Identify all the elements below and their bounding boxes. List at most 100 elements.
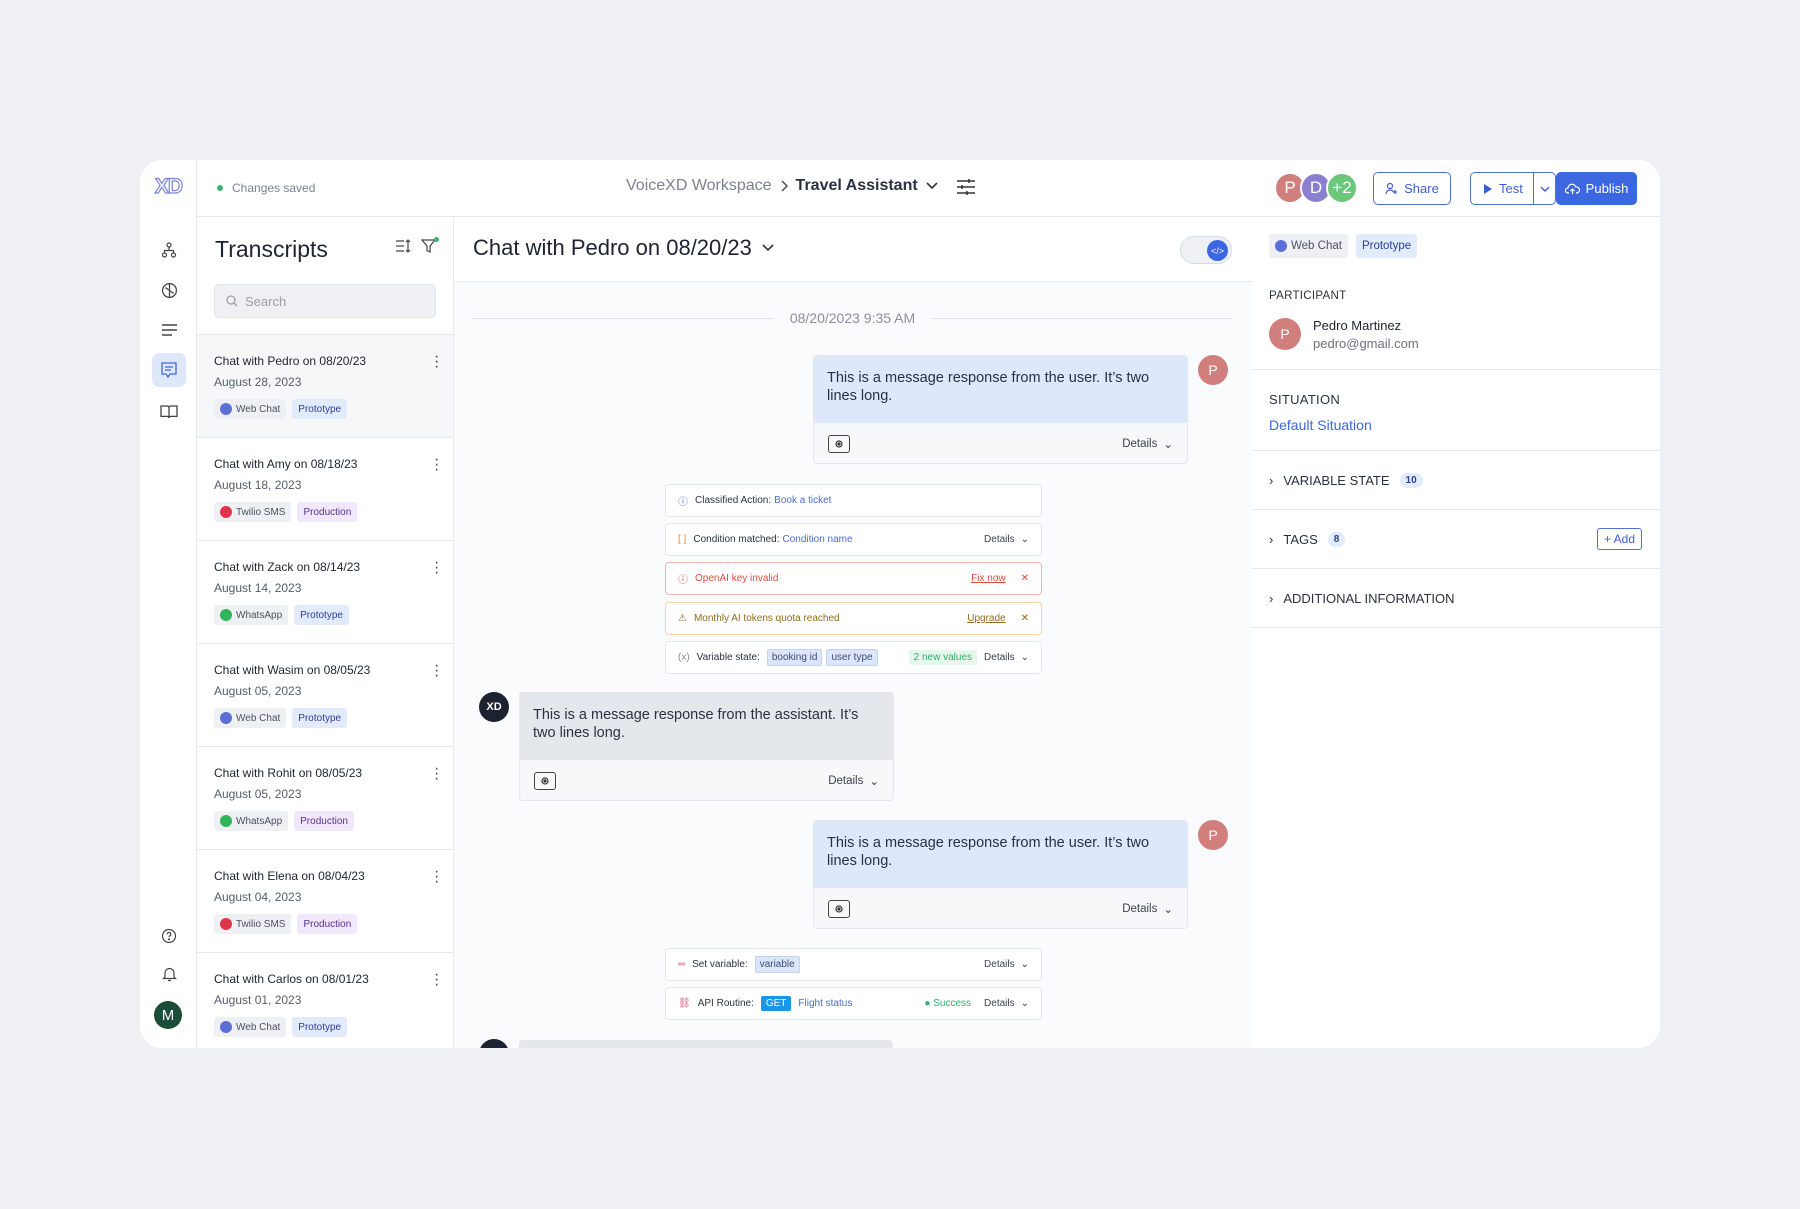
settings-sliders-icon[interactable] bbox=[956, 178, 976, 201]
status-dot bbox=[217, 185, 223, 191]
details-dropdown[interactable]: Details ⌄ bbox=[1122, 903, 1173, 916]
assistant-avatar bbox=[479, 1039, 509, 1048]
add-tag-button[interactable]: + Add bbox=[1596, 528, 1642, 550]
channel-icon bbox=[220, 609, 232, 621]
transcript-item[interactable]: Chat with Wasim on 08/05/23 August 05, 2… bbox=[197, 643, 453, 746]
focus-icon[interactable] bbox=[828, 900, 850, 918]
test-label: Test bbox=[1499, 181, 1523, 196]
transcripts-panel: Transcripts Search Chat with Pedro on 08… bbox=[197, 217, 454, 1048]
details-dropdown[interactable]: Details ⌄ bbox=[984, 959, 1029, 970]
more-options-icon[interactable]: · · · bbox=[434, 657, 440, 684]
channel-badge: Web Chat bbox=[214, 1017, 287, 1037]
transcript-item[interactable]: Chat with Zack on 08/14/23 August 14, 20… bbox=[197, 540, 453, 643]
channel-badge: Web Chat bbox=[214, 708, 287, 728]
transcript-item[interactable]: Chat with Rohit on 08/05/23 August 05, 2… bbox=[197, 746, 453, 849]
chat-icon[interactable] bbox=[152, 353, 186, 387]
filter-icon[interactable] bbox=[420, 237, 439, 259]
brackets-icon: [ ] bbox=[678, 534, 687, 545]
more-options-icon[interactable]: · · · bbox=[434, 348, 440, 375]
user-message: This is a message response from the user… bbox=[813, 820, 1188, 929]
count-badge: 10 bbox=[1399, 472, 1423, 488]
close-icon[interactable]: ✕ bbox=[1020, 613, 1029, 624]
collaborators[interactable]: P D +2 bbox=[1274, 172, 1358, 204]
details-dropdown[interactable]: Details ⌄ bbox=[984, 998, 1029, 1009]
more-options-icon[interactable]: · · · bbox=[434, 760, 440, 787]
transcript-date: August 14, 2023 bbox=[214, 581, 302, 595]
search-input[interactable]: Search bbox=[214, 284, 436, 318]
env-badge: Production bbox=[294, 811, 354, 831]
brain-icon[interactable] bbox=[152, 273, 186, 307]
new-values-badge: 2 new values bbox=[908, 650, 978, 665]
share-label: Share bbox=[1404, 181, 1439, 196]
env-badge: Prototype bbox=[292, 399, 348, 419]
breadcrumb-project[interactable]: Travel Assistant bbox=[795, 177, 918, 194]
channel-icon bbox=[220, 1021, 232, 1033]
env-badge: Prototype bbox=[292, 708, 348, 728]
variable-chip: booking id bbox=[766, 649, 823, 666]
participant-name: Pedro Martinez bbox=[1313, 318, 1402, 333]
chat-title-text: Chat with Pedro on 08/20/23 bbox=[473, 235, 752, 260]
more-options-icon[interactable]: · · · bbox=[434, 554, 440, 581]
classified-action-link[interactable]: Book a ticket bbox=[774, 495, 832, 506]
save-status: Changes saved bbox=[217, 181, 315, 195]
chevron-down-icon[interactable] bbox=[926, 182, 938, 190]
transcript-item[interactable]: Chat with Elena on 08/04/23 August 04, 2… bbox=[197, 849, 453, 952]
check-circle-icon: ● bbox=[924, 998, 931, 1009]
book-icon[interactable] bbox=[152, 394, 186, 428]
event-condition-matched: [ ] Condition matched: Condition name Detai… bbox=[665, 523, 1042, 556]
diagram-icon[interactable] bbox=[152, 233, 186, 267]
more-options-icon[interactable]: · · · bbox=[434, 966, 440, 993]
close-icon[interactable]: ✕ bbox=[1020, 573, 1029, 584]
condition-link[interactable]: Condition name bbox=[782, 534, 853, 545]
test-dropdown[interactable] bbox=[1533, 173, 1555, 204]
situation-link[interactable]: Default Situation bbox=[1269, 417, 1372, 433]
logo: XD bbox=[154, 174, 183, 198]
details-panel: Web Chat Prototype PARTICIPANT P Pedro M… bbox=[1252, 217, 1660, 1048]
chevron-down-icon[interactable] bbox=[762, 244, 774, 252]
more-options-icon[interactable]: · · · bbox=[434, 863, 440, 890]
focus-icon[interactable] bbox=[534, 772, 556, 790]
fix-now-link[interactable]: Fix now bbox=[971, 573, 1006, 584]
details-dropdown[interactable]: Details ⌄ bbox=[984, 534, 1029, 545]
more-options-icon[interactable]: · · · bbox=[434, 451, 440, 478]
participant-label: PARTICIPANT bbox=[1269, 290, 1347, 302]
transcript-date: August 05, 2023 bbox=[214, 787, 302, 801]
user-avatar[interactable]: M bbox=[154, 1001, 182, 1029]
details-dropdown[interactable]: Details ⌄ bbox=[984, 652, 1029, 663]
api-link[interactable]: Flight status bbox=[798, 998, 853, 1009]
test-button[interactable]: Test bbox=[1470, 172, 1556, 205]
add-user-icon bbox=[1385, 182, 1398, 195]
publish-button[interactable]: Publish bbox=[1556, 172, 1637, 205]
additional-info-section[interactable]: › ADDITIONAL INFORMATION bbox=[1252, 569, 1660, 628]
chat-title[interactable]: Chat with Pedro on 08/20/23 bbox=[473, 235, 774, 261]
event-openai-error: ⓘ OpenAI key invalid Fix now ✕ bbox=[665, 562, 1042, 595]
message-text: This is a message response from the assi… bbox=[520, 693, 893, 760]
tags-section[interactable]: › TAGS 8 + Add bbox=[1252, 510, 1660, 569]
upgrade-link[interactable]: Upgrade bbox=[967, 613, 1006, 624]
share-button[interactable]: Share bbox=[1373, 172, 1451, 205]
details-dropdown[interactable]: Details ⌄ bbox=[828, 775, 879, 788]
app-window: XD M Changes saved VoiceXD Workspace Tra… bbox=[140, 160, 1660, 1048]
transcript-date: August 28, 2023 bbox=[214, 375, 302, 389]
sort-icon[interactable] bbox=[395, 239, 411, 253]
transcript-date: August 01, 2023 bbox=[214, 993, 302, 1007]
env-badge: Prototype bbox=[294, 605, 349, 625]
transcript-item[interactable]: Chat with Amy on 08/18/23 August 18, 202… bbox=[197, 437, 453, 540]
focus-icon[interactable] bbox=[828, 435, 850, 453]
channel-badge: Web Chat bbox=[1269, 234, 1348, 258]
transcript-item[interactable]: Chat with Pedro on 08/20/23 August 28, 2… bbox=[197, 334, 453, 437]
help-icon[interactable] bbox=[152, 919, 186, 953]
details-dropdown[interactable]: Details ⌄ bbox=[1122, 438, 1173, 451]
list-icon[interactable] bbox=[152, 313, 186, 347]
participant-avatar: P bbox=[1269, 318, 1301, 350]
transcript-list: Chat with Pedro on 08/20/23 August 28, 2… bbox=[197, 334, 453, 1048]
cloud-upload-icon bbox=[1564, 183, 1580, 194]
variable-chip: user type bbox=[826, 649, 878, 666]
warning-icon: ⚠ bbox=[678, 613, 687, 624]
bell-icon[interactable] bbox=[152, 957, 186, 991]
variable-state-section[interactable]: › VARIABLE STATE 10 bbox=[1252, 451, 1660, 510]
code-view-toggle[interactable]: </> bbox=[1180, 236, 1232, 264]
collaborator-more[interactable]: +2 bbox=[1326, 172, 1358, 204]
transcript-item[interactable]: Chat with Carlos on 08/01/23 August 01, … bbox=[197, 952, 453, 1048]
breadcrumb-workspace[interactable]: VoiceXD Workspace bbox=[626, 177, 772, 194]
